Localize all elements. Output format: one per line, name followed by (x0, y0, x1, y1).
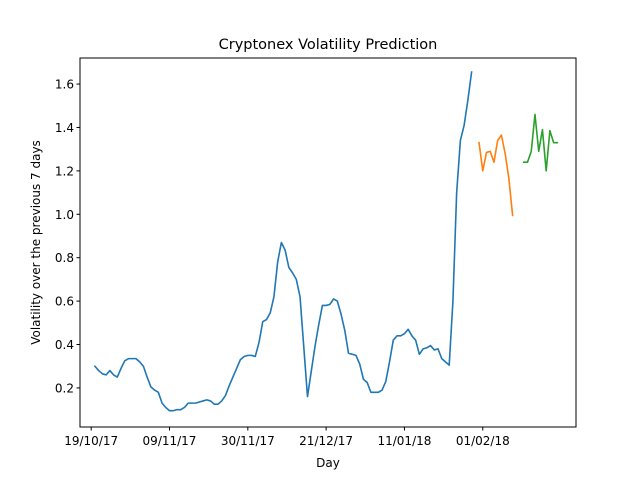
y-tick-label: 1.0 (55, 208, 74, 222)
x-tick-label: 30/11/17 (221, 434, 275, 448)
plot-area: 0.2 0.4 0.6 0.8 1.0 1.2 1.4 1.6 19/10/17 09/11/17… (55, 71, 559, 448)
x-tick-label: 19/10/17 (64, 434, 118, 448)
chart-title: Cryptonex Volatility Prediction (219, 37, 438, 53)
x-tick-label: 01/02/18 (456, 434, 510, 448)
plot-frame (79, 57, 577, 428)
y-tick-label: 0.4 (55, 338, 74, 352)
x-tick-label: 11/01/18 (377, 434, 431, 448)
y-tick-label: 0.2 (55, 381, 74, 395)
series-line-2 (478, 134, 514, 217)
series-line-3 (522, 113, 559, 172)
y-tick-label: 1.6 (55, 78, 74, 92)
y-axis-title: Volatility over the previous 7 days (29, 140, 43, 345)
y-tick-label: 1.4 (55, 121, 74, 135)
series-line-1 (93, 71, 473, 412)
x-axis-title: Day (316, 456, 340, 470)
y-tick-label: 0.8 (55, 251, 74, 265)
y-tick-label: 1.2 (55, 164, 74, 178)
x-tick-label: 09/11/17 (143, 434, 197, 448)
y-tick-label: 0.6 (55, 295, 74, 309)
x-tick-label: 21/12/17 (299, 434, 353, 448)
